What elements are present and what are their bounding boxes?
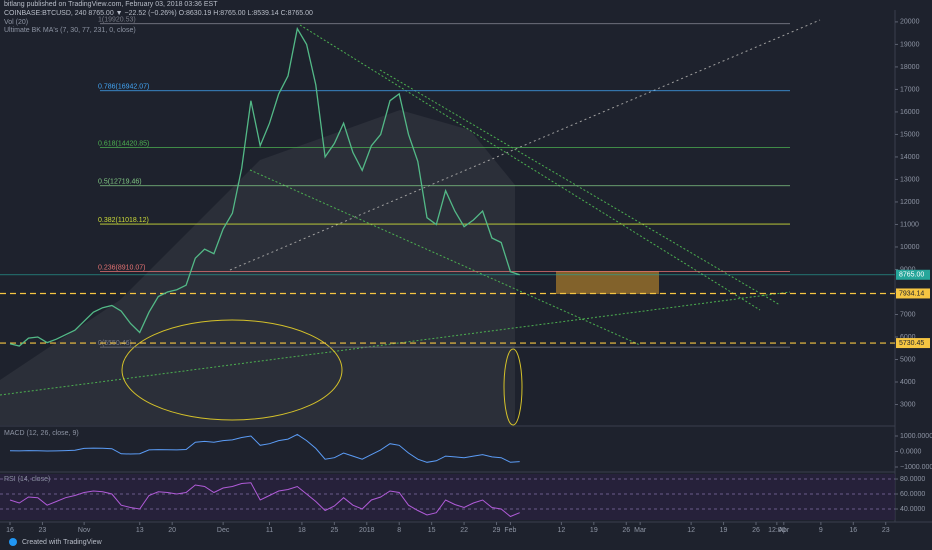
- symbol-line: COINBASE:BTCUSD, 240 8765.00 ▼ −22.52 (−…: [4, 10, 313, 17]
- y-tick-label: 20000: [900, 19, 920, 26]
- y-tick-label: 17000: [900, 86, 920, 93]
- vol-label: Vol (20): [4, 19, 28, 26]
- y-tick-label: 0.0000: [900, 448, 922, 455]
- trendline: [249, 169, 641, 346]
- last-price-tag: [896, 269, 930, 280]
- target-box: [556, 271, 659, 294]
- x-tick-label: Dec: [217, 527, 230, 534]
- level-tag-label: 5730.45: [899, 340, 924, 347]
- logo: [9, 538, 17, 546]
- x-tick-label: 11: [266, 527, 273, 534]
- x-tick-label: 2018: [359, 527, 375, 534]
- volume-profile-area: [0, 110, 515, 425]
- x-tick-label: 16: [6, 527, 14, 534]
- y-tick-label: 80.0000: [900, 476, 925, 483]
- x-tick-label: 12:00: [768, 527, 786, 534]
- y-tick-label: −1000.0000: [900, 464, 932, 471]
- x-tick-label: Apr: [778, 527, 790, 534]
- fib-label: 0.618(14420.85): [98, 140, 149, 147]
- x-tick-label: 29: [493, 527, 501, 534]
- macd-label: MACD (12, 26, close, 9): [4, 430, 79, 437]
- x-tick-label: 12: [557, 527, 565, 534]
- x-tick-label: 12: [687, 527, 695, 534]
- y-tick-label: 5000: [900, 356, 916, 363]
- x-tick-label: Nov: [78, 527, 91, 534]
- y-tick-label: 10000: [900, 244, 920, 251]
- fib-label: 0.786(16942.07): [98, 84, 149, 91]
- x-tick-label: Mar: [634, 527, 647, 534]
- rsi-line: [9, 482, 520, 518]
- last-price-label: 8765.00: [899, 272, 924, 279]
- y-tick-label: 11000: [900, 221, 919, 228]
- fib-label: 0.236(8910.07): [98, 264, 145, 271]
- x-tick-label: 22: [460, 527, 468, 534]
- x-tick-label: 19: [590, 527, 598, 534]
- x-tick-label: Feb: [504, 527, 516, 534]
- x-tick-label: 26: [622, 527, 630, 534]
- level-tag: [896, 338, 930, 349]
- x-tick-label: 15: [428, 527, 436, 534]
- x-tick-label: 23: [882, 527, 890, 534]
- fib-label: 1(19920.53): [98, 17, 136, 24]
- y-tick-label: 15000: [900, 131, 920, 138]
- y-tick-label: 7000: [900, 311, 916, 318]
- x-tick-label: 18: [298, 527, 306, 534]
- x-tick-label: 13: [136, 527, 144, 534]
- x-tick-label: 9: [819, 527, 823, 534]
- fib-label: 0.5(12719.46): [98, 179, 142, 186]
- level-tag-label: 7934.14: [899, 290, 924, 297]
- volume-ellipse: [121, 319, 343, 421]
- price-line: [9, 26, 520, 347]
- x-tick-label: 19: [720, 527, 728, 534]
- fib-label: 0.382(11018.12): [98, 217, 149, 224]
- macd-line: [9, 433, 520, 463]
- trendline: [379, 69, 781, 306]
- x-tick-label: 26: [752, 527, 760, 534]
- trendline: [229, 19, 821, 271]
- y-tick-label: 60.0000: [900, 491, 925, 498]
- rsi-label: RSI (14, close): [4, 476, 50, 483]
- y-tick-label: 19000: [900, 41, 920, 48]
- published-line: bitlang published on TradingView.com, Fe…: [4, 1, 218, 8]
- rsi-band: [0, 474, 895, 520]
- y-tick-label: 6000: [900, 334, 916, 341]
- y-tick-label: 1000.0000: [900, 433, 932, 440]
- y-tick-label: 18000: [900, 64, 920, 71]
- x-tick-label: 8: [397, 527, 401, 534]
- x-tick-label: 16: [849, 527, 857, 534]
- y-tick-label: 4000: [900, 379, 916, 386]
- y-tick-label: 14000: [900, 154, 920, 161]
- volume-ellipse: [503, 348, 523, 426]
- footer: Created with TradingView: [22, 539, 103, 546]
- y-tick-label: 3000: [900, 401, 916, 408]
- y-tick-label: 40.0000: [900, 506, 925, 513]
- y-tick-label: 16000: [900, 109, 920, 116]
- level-tag: [896, 288, 930, 299]
- y-tick-label: 12000: [900, 199, 920, 206]
- trendline: [0, 291, 791, 396]
- x-tick-label: 23: [39, 527, 47, 534]
- x-tick-label: 25: [330, 527, 338, 534]
- y-tick-label: 13000: [900, 176, 920, 183]
- ma-label: Ultimate BK MA's (7, 30, 77, 231, 0, clo…: [4, 27, 136, 34]
- x-tick-label: 20: [168, 527, 176, 534]
